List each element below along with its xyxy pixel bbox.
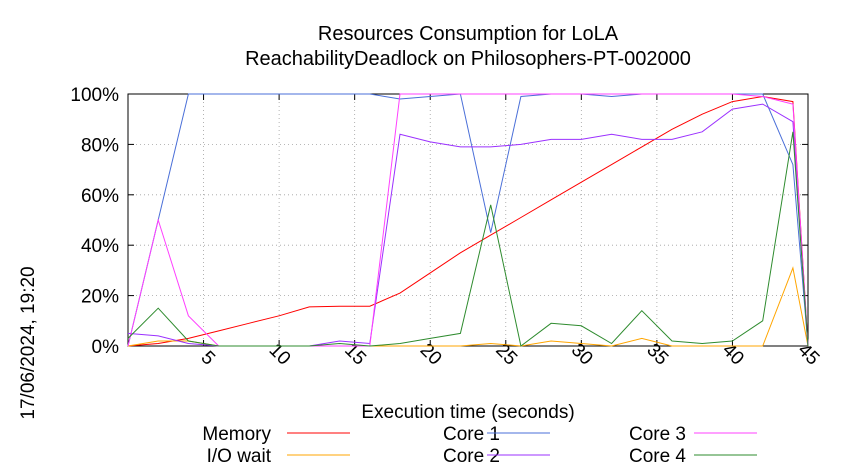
y-tick-label: 100% [70, 85, 119, 106]
legend-label-i-o-wait: I/O wait [207, 446, 272, 467]
chart-subtitle: ReachabilityDeadlock on Philosophers-PT-… [245, 48, 691, 70]
plot-frame [127, 93, 809, 347]
legend-label-core-1: Core 1 [443, 424, 500, 445]
series-line-core-3 [127, 93, 809, 347]
x-tick-label: 20 [416, 340, 446, 370]
timestamp-label: 17/06/2024, 19:20 [18, 266, 39, 419]
x-tick-label: 40 [718, 340, 748, 370]
legend-label-core-4: Core 4 [629, 446, 686, 467]
series-line-i-o-wait [127, 266, 809, 347]
x-axis-label: Execution time (seconds) [361, 402, 574, 423]
x-tick-label: 10 [265, 340, 295, 370]
series-line-core-4 [127, 131, 809, 347]
y-tick-label: 60% [81, 186, 119, 207]
x-tick-label: 35 [642, 340, 672, 370]
legend-label-core-3: Core 3 [629, 424, 686, 445]
series-line-memory [127, 95, 809, 347]
series-lines [127, 93, 809, 347]
y-axis-ticks: 0% 20% 40% 60% 80% 100% [70, 85, 808, 358]
x-axis-ticks: 5 10 15 20 25 30 35 40 45 [197, 94, 824, 370]
x-tick-label: 45 [794, 340, 824, 370]
series-line-core-2 [127, 103, 809, 347]
chart-title: Resources Consumption for LoLA [318, 23, 619, 45]
legend-label-core-2: Core 2 [443, 446, 500, 467]
y-tick-label: 0% [92, 337, 120, 358]
y-tick-label: 40% [81, 236, 119, 257]
x-tick-label: 5 [197, 347, 219, 369]
y-tick-label: 80% [81, 135, 119, 156]
grid-lines [128, 93, 808, 347]
series-line-core-1 [127, 93, 809, 347]
legend-label-memory: Memory [202, 424, 271, 445]
y-tick-label: 20% [81, 287, 119, 308]
